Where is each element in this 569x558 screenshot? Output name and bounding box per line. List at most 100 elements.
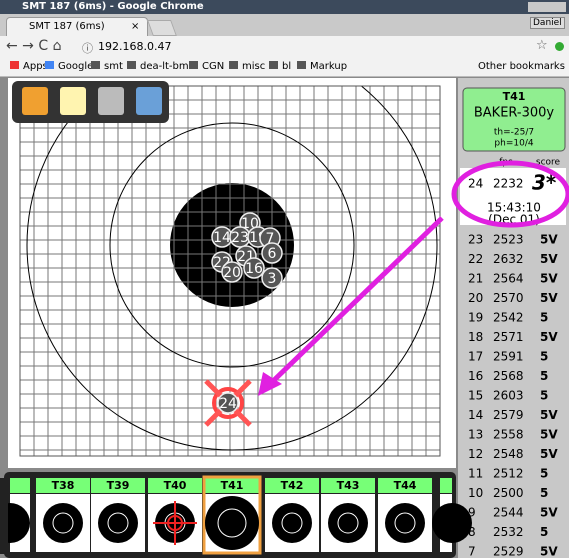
thumb-ring bbox=[337, 512, 359, 534]
bookmark-label: CGN bbox=[202, 61, 225, 72]
bookmark[interactable]: Google bbox=[45, 57, 93, 76]
bookmark[interactable]: Markup bbox=[297, 57, 347, 76]
star[interactable]: ☆ bbox=[536, 38, 548, 53]
shot-label: 7 bbox=[266, 231, 275, 247]
bookmark-label: misc bbox=[242, 61, 266, 72]
url[interactable]: 192.168.0.47 bbox=[98, 40, 172, 53]
bookmark-label: smt bbox=[104, 61, 123, 72]
thumb-black bbox=[205, 496, 259, 550]
bookmark[interactable]: bl bbox=[269, 57, 291, 76]
cell: 2523 bbox=[493, 233, 524, 247]
shot-label: 23 bbox=[231, 230, 249, 246]
cell: 2571 bbox=[493, 330, 524, 344]
cell: 8 bbox=[468, 525, 476, 539]
thumb-label: T41 bbox=[221, 479, 244, 492]
cell: 5 bbox=[540, 369, 548, 383]
cell: 2529 bbox=[493, 545, 524, 558]
thumb-selected bbox=[202, 475, 262, 555]
bookmark[interactable]: misc bbox=[229, 57, 265, 76]
thumb-head[interactable] bbox=[321, 478, 375, 493]
cell: 2570 bbox=[493, 291, 524, 305]
bookmark-label: dea-lt-bm bbox=[140, 61, 189, 72]
folder-icon[interactable] bbox=[98, 87, 124, 115]
thumb-black bbox=[98, 503, 138, 543]
thumb-black bbox=[385, 503, 425, 543]
cell: 5V bbox=[540, 506, 558, 520]
thumb-ring bbox=[281, 512, 303, 534]
shot[interactable] bbox=[243, 257, 265, 279]
thumb-ring bbox=[52, 512, 74, 534]
cell: 5V bbox=[540, 233, 558, 247]
thumb-head bbox=[10, 478, 30, 493]
ring bbox=[109, 122, 355, 368]
bookmark[interactable]: CGN bbox=[189, 57, 224, 76]
strip-edge bbox=[0, 478, 8, 554]
user-icon[interactable] bbox=[22, 87, 48, 115]
bookmark[interactable]: Apps bbox=[10, 57, 48, 76]
cell: 21 bbox=[468, 272, 483, 286]
thumb-head[interactable] bbox=[148, 478, 202, 493]
window-buttons[interactable] bbox=[528, 2, 566, 12]
notes-icon[interactable] bbox=[60, 87, 86, 115]
bookmark[interactable]: dea-lt-bm bbox=[127, 57, 189, 76]
print-icon[interactable] bbox=[136, 87, 162, 115]
thumb-head[interactable] bbox=[265, 478, 319, 493]
nav-buttons[interactable]: ← → C ⌂ bbox=[6, 38, 62, 54]
tab-title: SMT 187 (6ms) bbox=[29, 21, 105, 32]
ph: ph=10/4 bbox=[494, 139, 533, 149]
cell: 2532 bbox=[493, 525, 524, 539]
thumb-label: T40 bbox=[164, 479, 187, 492]
shot-label: 24 bbox=[219, 396, 237, 412]
th: th=-25/7 bbox=[494, 128, 534, 138]
shot[interactable] bbox=[217, 392, 239, 414]
cell: 22 bbox=[468, 252, 483, 266]
new-tab[interactable] bbox=[147, 20, 177, 36]
thumb-label: T42 bbox=[281, 479, 304, 492]
target-info bbox=[462, 87, 566, 152]
thumb-head[interactable] bbox=[205, 478, 259, 493]
thumb-head[interactable] bbox=[378, 478, 432, 493]
bookmark-icon bbox=[127, 61, 136, 69]
bookmark-icon bbox=[10, 61, 19, 69]
cell: 5 bbox=[540, 467, 548, 481]
target-name: T41 bbox=[503, 90, 526, 103]
bookmark[interactable]: smt bbox=[91, 57, 123, 76]
cell: 10 bbox=[468, 486, 483, 500]
cell: 5V bbox=[540, 408, 558, 422]
info-icon: ⓘ bbox=[82, 42, 93, 55]
user-button[interactable]: Daniel bbox=[530, 17, 565, 29]
cell: 5 bbox=[540, 486, 548, 500]
shot-label: 20 bbox=[223, 265, 241, 281]
cell: 5V bbox=[540, 291, 558, 305]
bookmark-icon bbox=[269, 61, 278, 69]
tab[interactable]: SMT 187 (6ms) × bbox=[6, 17, 148, 37]
other-bookmarks[interactable]: Other bookmarks bbox=[478, 61, 565, 72]
tab-close[interactable]: × bbox=[131, 21, 140, 32]
shot[interactable] bbox=[261, 242, 283, 264]
thumb-head bbox=[440, 478, 452, 493]
cell: 19 bbox=[468, 311, 483, 325]
cell: 5 bbox=[540, 311, 548, 325]
cell: 14 bbox=[468, 408, 483, 422]
bookmark-icon bbox=[229, 61, 238, 69]
cell: 5V bbox=[540, 272, 558, 286]
extension[interactable] bbox=[555, 42, 564, 51]
cell: 2591 bbox=[493, 350, 524, 364]
cell: 9 bbox=[468, 506, 476, 520]
bookmark-label: Markup bbox=[310, 61, 348, 72]
shot[interactable] bbox=[261, 267, 283, 289]
cell: 2564 bbox=[493, 272, 524, 286]
thumb-ring bbox=[394, 512, 416, 534]
shot[interactable] bbox=[221, 261, 243, 283]
tab-bar: SMT 187 (6ms) × Daniel bbox=[0, 14, 569, 37]
target bbox=[20, 86, 440, 456]
thumb-ring bbox=[432, 503, 472, 543]
col-header: score bbox=[536, 158, 561, 168]
cell: 16 bbox=[468, 369, 483, 383]
thumb-head[interactable] bbox=[91, 478, 145, 493]
thumb-head[interactable] bbox=[36, 478, 90, 493]
thumb-label: T39 bbox=[107, 479, 130, 492]
cell: 2232 bbox=[493, 177, 524, 191]
cell: 18 bbox=[468, 330, 483, 344]
